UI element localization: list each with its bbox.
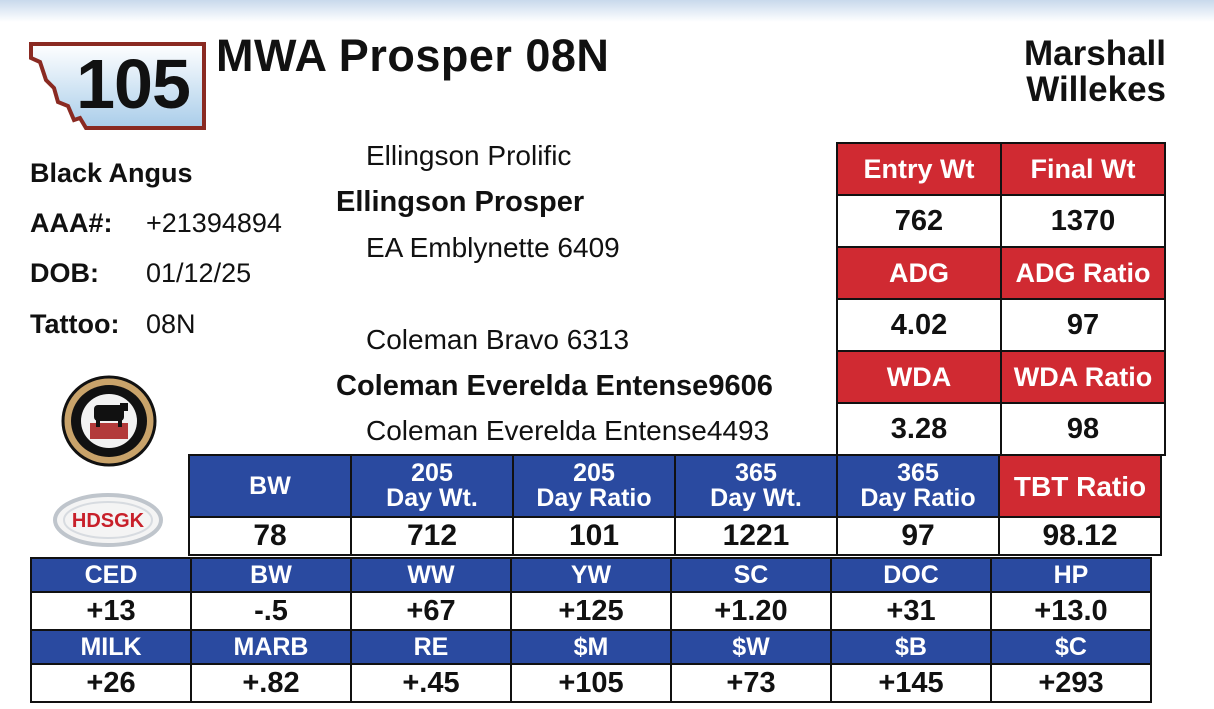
- final-weight-value: 1370: [1000, 194, 1166, 248]
- bw-weight-header: BW: [188, 454, 352, 518]
- entry-weight-header: Entry Wt: [836, 142, 1002, 196]
- header-line: TBT Ratio: [1013, 470, 1147, 502]
- epd-b-index-value: +145: [830, 663, 992, 703]
- epd-milk-header: MILK: [30, 629, 192, 665]
- 205-day-ratio-value: 101: [512, 516, 676, 556]
- performance-table: Entry Wt Final Wt 762 1370 ADG ADG Ratio…: [836, 142, 1166, 456]
- top-gradient-band: [0, 0, 1214, 22]
- epd-yw-header: YW: [510, 557, 672, 593]
- 365-day-ratio-header: 365 Day Ratio: [836, 454, 1000, 518]
- pedigree-sire: Ellingson Prosper: [336, 186, 585, 218]
- header-line: 365: [897, 459, 939, 487]
- tbt-ratio-value: 98.12: [998, 516, 1162, 556]
- adg-ratio-header: ADG Ratio: [1000, 246, 1166, 300]
- epd-sc-value: +1.20: [670, 591, 832, 631]
- tattoo-row: Tattoo: 08N: [30, 309, 196, 340]
- header-line: BW: [249, 471, 291, 500]
- adg-ratio-value: 97: [1000, 298, 1166, 352]
- epd-doc-header: DOC: [830, 557, 992, 593]
- hdsgk-logo-text: HDSGK: [72, 510, 145, 532]
- epd-m-index-header: $M: [510, 629, 672, 665]
- header-line: 205: [573, 459, 615, 487]
- pedigree-dam: Coleman Everelda Entense9606: [336, 370, 773, 402]
- epd-sc-header: SC: [670, 557, 832, 593]
- epd-c-index-header: $C: [990, 629, 1152, 665]
- epd-doc-value: +31: [830, 591, 992, 631]
- epd-yw-value: +125: [510, 591, 672, 631]
- adg-value: 4.02: [836, 298, 1002, 352]
- pedigree-sire-dam: EA Emblynette 6409: [366, 232, 620, 263]
- breed: Black Angus: [30, 158, 193, 188]
- epd-ced-header: CED: [30, 557, 192, 593]
- header-line: 365: [735, 459, 777, 487]
- wda-value: 3.28: [836, 402, 1002, 456]
- wda-ratio-header: WDA Ratio: [1000, 350, 1166, 404]
- weights-table: BW 205 Day Wt. 205 Day Ratio 365 Day Wt. 36…: [188, 454, 1162, 556]
- epd-w-index-header: $W: [670, 629, 832, 665]
- tbt-ratio-header: TBT Ratio: [998, 454, 1162, 518]
- dob-row: DOB: 01/12/25: [30, 258, 251, 289]
- tattoo-label: Tattoo:: [30, 309, 120, 339]
- 365-day-ratio-value: 97: [836, 516, 1000, 556]
- tattoo-value: 08N: [146, 309, 196, 339]
- bw-weight-value: 78: [188, 516, 352, 556]
- consignor-last-name: Willekes: [1026, 70, 1166, 109]
- state-outline-icon: [29, 42, 206, 130]
- header-line: Day Wt.: [710, 484, 802, 512]
- pedigree-dam-dam: Coleman Everelda Entense4493: [366, 415, 770, 446]
- registration-value: +21394894: [146, 208, 282, 238]
- adg-header: ADG: [836, 246, 1002, 300]
- header-line: 205: [411, 459, 453, 487]
- 365-day-weight-value: 1221: [674, 516, 838, 556]
- pedigree-sire-sire: Ellingson Prolific: [366, 140, 572, 171]
- final-weight-header: Final Wt: [1000, 142, 1166, 196]
- dob-label: DOB:: [30, 258, 99, 288]
- epd-ww-value: +67: [350, 591, 512, 631]
- consignor-name: Marshall Willekes: [1024, 36, 1166, 108]
- registration-row: AAA#: +21394894: [30, 208, 282, 239]
- pedigree-dam-sire: Coleman Bravo 6313: [366, 324, 630, 355]
- epd-bw-value: -.5: [190, 591, 352, 631]
- lot-badge: 105: [28, 40, 208, 132]
- registration-label: AAA#:: [30, 208, 113, 238]
- epd-hp-header: HP: [990, 557, 1152, 593]
- entry-weight-value: 762: [836, 194, 1002, 248]
- cattle-seal-icon: [60, 375, 158, 467]
- wda-header: WDA: [836, 350, 1002, 404]
- lot-number: 105: [76, 45, 191, 123]
- epd-bw-header: BW: [190, 557, 352, 593]
- epd-w-index-value: +73: [670, 663, 832, 703]
- 205-day-weight-value: 712: [350, 516, 514, 556]
- epd-re-header: RE: [350, 629, 512, 665]
- header-line: Day Ratio: [860, 484, 976, 512]
- epd-m-index-value: +105: [510, 663, 672, 703]
- wda-ratio-value: 98: [1000, 402, 1166, 456]
- 205-day-weight-header: 205 Day Wt.: [350, 454, 514, 518]
- animal-name: MWA Prosper 08N: [216, 30, 610, 81]
- epd-marb-value: +.82: [190, 663, 352, 703]
- 205-day-ratio-header: 205 Day Ratio: [512, 454, 676, 518]
- epd-table: CED BW WW YW SC DOC HP +13 -.5 +67 +125 …: [30, 557, 1152, 703]
- epd-ww-header: WW: [350, 557, 512, 593]
- epd-b-index-header: $B: [830, 629, 992, 665]
- dob-value: 01/12/25: [146, 258, 252, 288]
- epd-milk-value: +26: [30, 663, 192, 703]
- epd-marb-header: MARB: [190, 629, 352, 665]
- epd-re-value: +.45: [350, 663, 512, 703]
- header-line: Day Wt.: [386, 484, 478, 512]
- epd-hp-value: +13.0: [990, 591, 1152, 631]
- header-line: Day Ratio: [536, 484, 652, 512]
- consignor-first-name: Marshall: [1024, 34, 1166, 73]
- hdsgk-logo: HDSGK: [52, 492, 164, 548]
- 365-day-weight-header: 365 Day Wt.: [674, 454, 838, 518]
- epd-ced-value: +13: [30, 591, 192, 631]
- epd-c-index-value: +293: [990, 663, 1152, 703]
